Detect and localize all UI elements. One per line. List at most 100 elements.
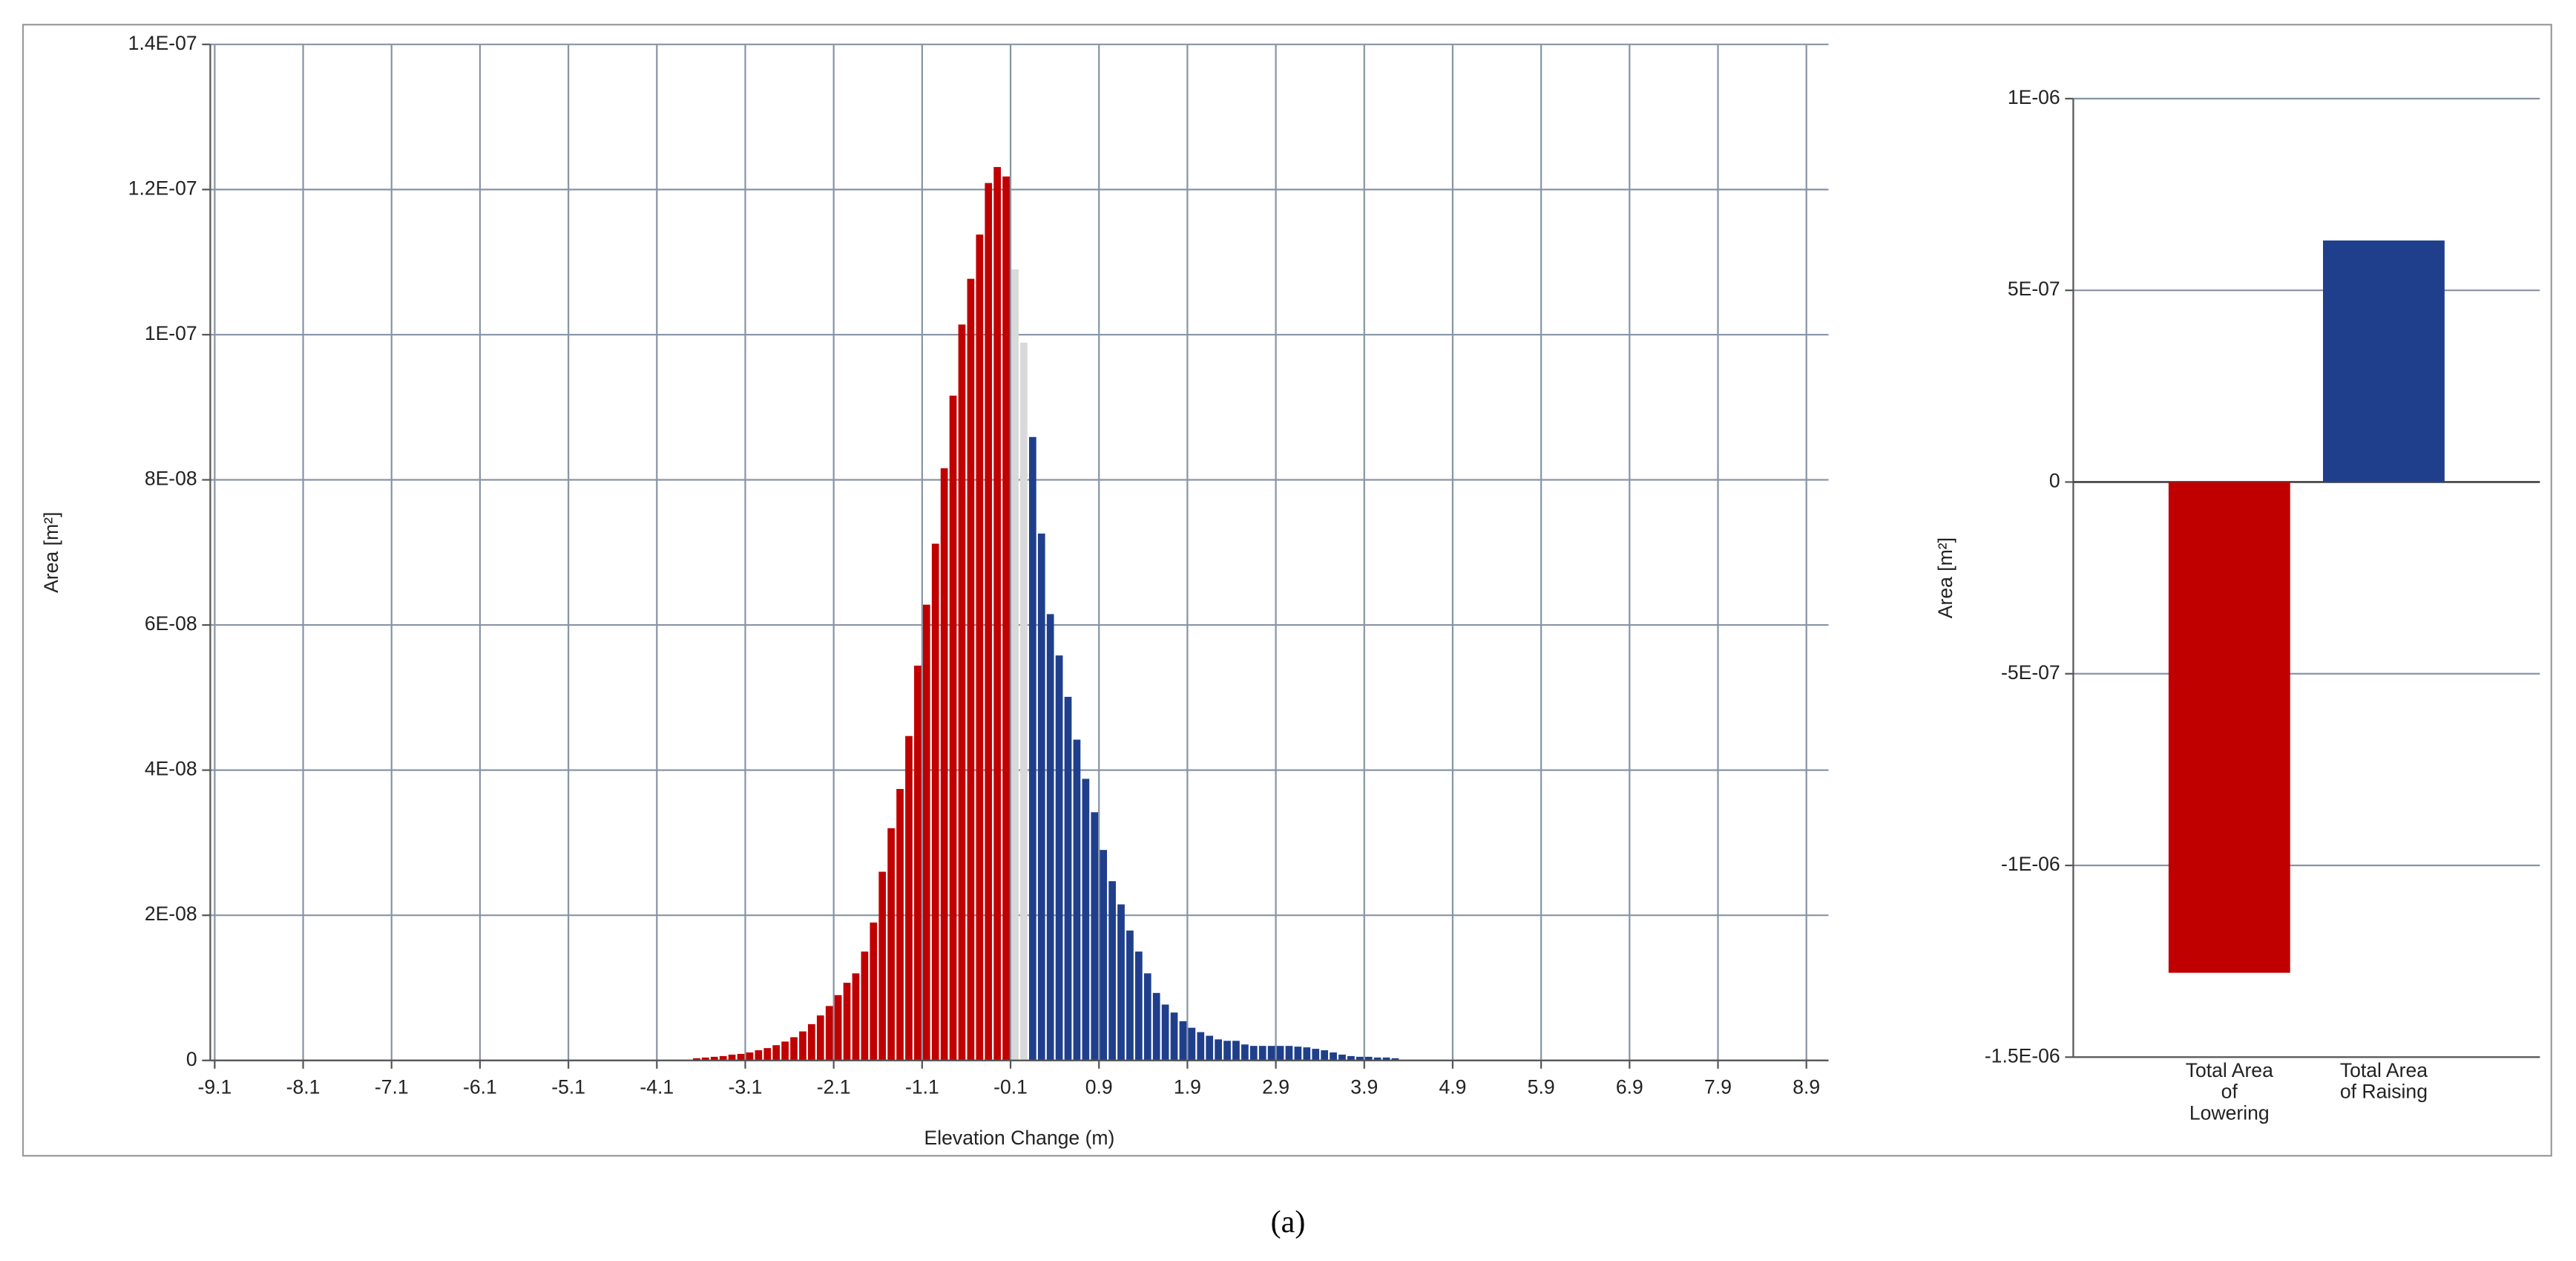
y-tick-label: 2E-08 — [145, 903, 197, 925]
histogram-bar — [967, 278, 975, 1061]
bar — [2323, 240, 2445, 482]
y-tick-label: -1.5E-06 — [1985, 1044, 2060, 1067]
y-tick-label: 1E-06 — [2008, 86, 2060, 108]
x-tick-label: 0.9 — [1085, 1075, 1113, 1098]
histogram-bar — [1223, 1041, 1231, 1061]
histogram-bar — [1108, 881, 1116, 1061]
histogram-bar — [1011, 269, 1019, 1061]
y-tick-label: 8E-08 — [145, 468, 197, 490]
histogram-bar — [1188, 1027, 1196, 1061]
y-tick-label: 5E-07 — [2008, 278, 2060, 300]
histogram-bar — [1330, 1052, 1337, 1061]
histogram-bar — [1046, 614, 1054, 1061]
histogram-bar — [843, 983, 851, 1061]
y-tick-label: 6E-08 — [145, 612, 197, 635]
x-tick-label: 5.9 — [1528, 1075, 1555, 1098]
histogram-bar — [1215, 1039, 1222, 1061]
histogram-bar — [710, 1056, 718, 1061]
histogram-bar — [993, 167, 1002, 1061]
y-tick-label: 0 — [186, 1048, 197, 1070]
histogram-bar — [1082, 779, 1090, 1061]
histogram-bar — [896, 789, 904, 1061]
histogram-bar — [949, 396, 957, 1061]
x-tick-label: 6.9 — [1616, 1075, 1643, 1098]
x-tick-label: 4.9 — [1439, 1075, 1467, 1098]
histogram-bar — [1170, 1012, 1178, 1061]
histogram-bar — [931, 543, 939, 1061]
histogram-bar — [1126, 930, 1134, 1061]
x-tick-label: 1.9 — [1174, 1075, 1201, 1098]
histogram-bar — [1135, 952, 1143, 1061]
histogram-bar — [1100, 850, 1108, 1061]
histogram-bar — [1373, 1057, 1381, 1061]
histogram-bar — [719, 1055, 727, 1061]
y-axis-title: Area [m²] — [1934, 537, 1956, 618]
y-tick-label: -5E-07 — [2001, 661, 2060, 684]
histogram-bar — [746, 1052, 754, 1061]
histogram-bar — [1364, 1056, 1373, 1061]
histogram-bar — [1356, 1056, 1364, 1061]
histogram-bar — [1338, 1054, 1346, 1061]
histogram-bar — [1064, 696, 1072, 1061]
panel-frame — [22, 24, 2552, 1157]
histogram-bar — [834, 995, 842, 1061]
histogram-bar — [1285, 1046, 1293, 1061]
histogram-bar — [1002, 176, 1010, 1061]
histogram-bar — [1206, 1035, 1214, 1061]
histogram-bar — [1117, 904, 1125, 1061]
y-tick-label: -1E-06 — [2001, 853, 2060, 875]
histogram-bar — [1152, 992, 1160, 1061]
histogram-bar — [887, 828, 895, 1061]
histogram-bar — [1161, 1004, 1169, 1061]
histogram-bar — [1258, 1046, 1266, 1061]
histogram-bar — [905, 736, 913, 1061]
histogram-bar — [870, 922, 878, 1061]
histogram-bar — [693, 1058, 700, 1061]
bar — [2168, 482, 2290, 973]
x-tick-label: -0.1 — [993, 1075, 1028, 1098]
histogram-bar — [1143, 973, 1151, 1061]
histogram-bar — [1028, 436, 1036, 1061]
histogram-bar — [1276, 1046, 1284, 1061]
y-tick-label: 1.4E-07 — [128, 32, 197, 54]
x-tick-label: -2.1 — [817, 1075, 851, 1098]
histogram-bar — [1294, 1047, 1302, 1061]
histogram-bar — [878, 871, 887, 1061]
histogram-bar — [852, 973, 860, 1061]
y-tick-label: 0 — [2049, 469, 2060, 491]
histogram-bar — [922, 604, 930, 1061]
x-tick-label-box: Total Area of Raising — [2340, 1061, 2428, 1102]
histogram-bar — [790, 1037, 798, 1061]
x-tick-label: -8.1 — [286, 1075, 321, 1098]
histogram-bar — [737, 1053, 745, 1061]
histogram-bar — [772, 1045, 781, 1061]
y-axis-title: Area [m²] — [40, 512, 62, 593]
x-tick-label: -9.1 — [198, 1075, 232, 1098]
histogram-bar — [1197, 1032, 1205, 1061]
histogram-bar — [1073, 739, 1081, 1061]
x-tick-label: 7.9 — [1704, 1075, 1732, 1098]
histogram-bar — [914, 665, 921, 1061]
x-axis-title: Elevation Change (m) — [924, 1127, 1115, 1149]
histogram-bar — [1232, 1041, 1240, 1061]
histogram-bar — [958, 324, 966, 1061]
x-tick-label: -1.1 — [905, 1075, 939, 1098]
y-tick-label: 1.2E-07 — [128, 177, 197, 199]
histogram-bar — [1249, 1046, 1258, 1061]
x-tick-label: Total Area of Lowering — [2185, 1060, 2273, 1125]
histogram-bar — [940, 468, 948, 1061]
histogram-bar — [1020, 342, 1028, 1061]
histogram-bar — [702, 1057, 709, 1061]
histogram-bar — [816, 1015, 824, 1061]
histogram-bar — [1321, 1050, 1329, 1061]
histogram-bar — [808, 1023, 815, 1061]
y-tick-label: 4E-08 — [145, 758, 197, 780]
histogram-bar — [763, 1048, 772, 1061]
histogram-bar — [1037, 533, 1045, 1061]
x-tick-label: 3.9 — [1350, 1075, 1378, 1098]
histogram-bar — [799, 1031, 806, 1061]
histogram-bar — [1241, 1044, 1249, 1061]
histogram-bar — [861, 952, 869, 1061]
histogram-bar — [1303, 1047, 1311, 1061]
